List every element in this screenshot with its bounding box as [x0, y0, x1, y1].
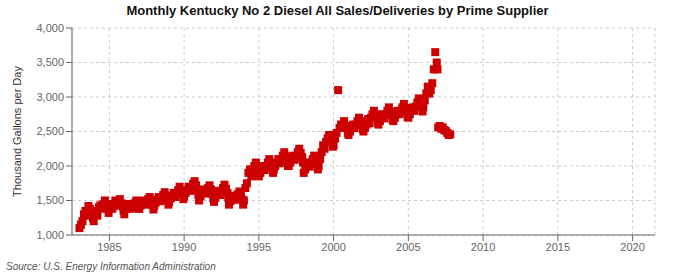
svg-text:2000: 2000: [321, 241, 345, 253]
svg-text:2010: 2010: [471, 241, 495, 253]
svg-text:3,000: 3,000: [36, 91, 64, 103]
svg-text:Thousand Gallons per Day: Thousand Gallons per Day: [11, 66, 23, 197]
html-text:Source: U.S. Energy Informatio: Source: U.S. Energy Information Administ…: [6, 261, 216, 272]
html-text:Monthly Kentucky No 2 Diesel A: Monthly Kentucky No 2 Diesel All Sales/D…: [126, 3, 549, 18]
svg-text:1,500: 1,500: [36, 194, 64, 206]
svg-text:4,000: 4,000: [36, 22, 64, 34]
svg-text:3,500: 3,500: [36, 56, 64, 68]
svg-text:1990: 1990: [172, 241, 196, 253]
svg-text:2,500: 2,500: [36, 125, 64, 137]
svg-text:2,000: 2,000: [36, 160, 64, 172]
svg-text:1,000: 1,000: [36, 229, 64, 241]
svg-text:2005: 2005: [396, 241, 420, 253]
svg-text:2015: 2015: [546, 241, 570, 253]
svg-text:2020: 2020: [620, 241, 644, 253]
svg-text:1995: 1995: [247, 241, 271, 253]
svg-text:1985: 1985: [97, 241, 121, 253]
